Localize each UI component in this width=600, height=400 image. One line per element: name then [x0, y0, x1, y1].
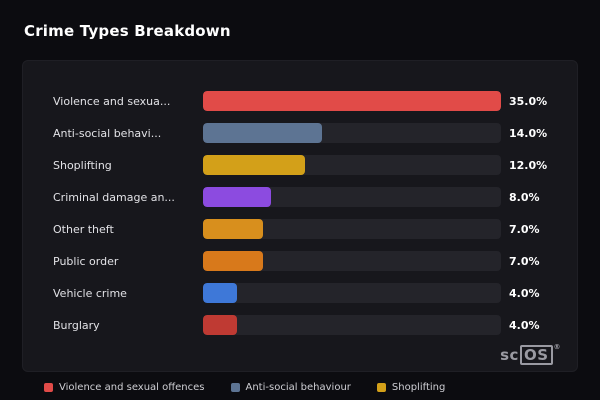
bar-track: [203, 219, 501, 239]
legend-swatch-icon: [376, 383, 386, 392]
legend-swatch-icon: [230, 383, 240, 392]
bar-row: Vehicle crime 4.0%: [53, 283, 555, 303]
category-label: Anti-social behavi...: [53, 126, 162, 140]
logo-registered-mark: ®: [553, 342, 561, 351]
category-label: Burglary: [53, 318, 100, 332]
legend-swatch-icon: [44, 383, 53, 392]
legend-label: Shoplifting: [391, 382, 446, 393]
logo-box: OS: [519, 344, 553, 365]
category-label: Vehicle crime: [53, 286, 127, 300]
value-label: 8.0%: [509, 190, 540, 204]
bar-row: Other theft 7.0%: [53, 219, 555, 239]
legend-label: Anti-social behaviour: [245, 382, 351, 393]
bar-track: [203, 283, 501, 303]
bar-row: Violence and sexua... 35.0%: [53, 91, 555, 111]
legend-item[interactable]: Anti-social behaviour: [230, 382, 351, 393]
bar-track: [203, 123, 501, 143]
bar-row: Anti-social behavi... 14.0%: [53, 123, 555, 143]
bar-fill[interactable]: [203, 155, 306, 175]
logo-prefix: sc: [500, 345, 519, 364]
legend-item[interactable]: Violence and sexual offences: [44, 382, 205, 393]
legend-item[interactable]: Shoplifting: [376, 382, 446, 393]
chart-legend: Violence and sexual offences Anti-social…: [44, 382, 445, 393]
bar-fill[interactable]: [203, 315, 238, 335]
chart-card: Violence and sexua... 35.0% Anti-social …: [22, 60, 578, 372]
category-label: Shoplifting: [53, 158, 112, 172]
bar-track: [203, 187, 501, 207]
bar-track: [203, 91, 501, 111]
value-label: 4.0%: [509, 318, 540, 332]
category-label: Public order: [53, 254, 119, 268]
page-title: Crime Types Breakdown: [24, 22, 231, 40]
value-label: 12.0%: [509, 158, 548, 172]
bar-fill[interactable]: [203, 187, 272, 207]
legend-label: Violence and sexual offences: [59, 382, 205, 393]
bar-fill[interactable]: [203, 219, 263, 239]
value-label: 4.0%: [509, 286, 540, 300]
bar-row: Burglary 4.0%: [53, 315, 555, 335]
bar-fill[interactable]: [203, 251, 263, 271]
bar-row: Shoplifting 12.0%: [53, 155, 555, 175]
value-label: 14.0%: [509, 126, 548, 140]
bar-fill[interactable]: [203, 91, 501, 111]
bar-track: [203, 155, 501, 175]
category-label: Other theft: [53, 222, 114, 236]
bar-row: Public order 7.0%: [53, 251, 555, 271]
bar-fill[interactable]: [203, 283, 238, 303]
bar-track: [203, 251, 501, 271]
bar-track: [203, 315, 501, 335]
category-label: Violence and sexua...: [53, 94, 171, 108]
bar-fill[interactable]: [203, 123, 323, 143]
value-label: 7.0%: [509, 222, 540, 236]
bar-rows: Violence and sexua... 35.0% Anti-social …: [53, 91, 555, 335]
scos-logo: sc OS ®: [500, 342, 561, 365]
bar-row: Criminal damage an... 8.0%: [53, 187, 555, 207]
category-label: Criminal damage an...: [53, 190, 175, 204]
value-label: 35.0%: [509, 94, 548, 108]
value-label: 7.0%: [509, 254, 540, 268]
